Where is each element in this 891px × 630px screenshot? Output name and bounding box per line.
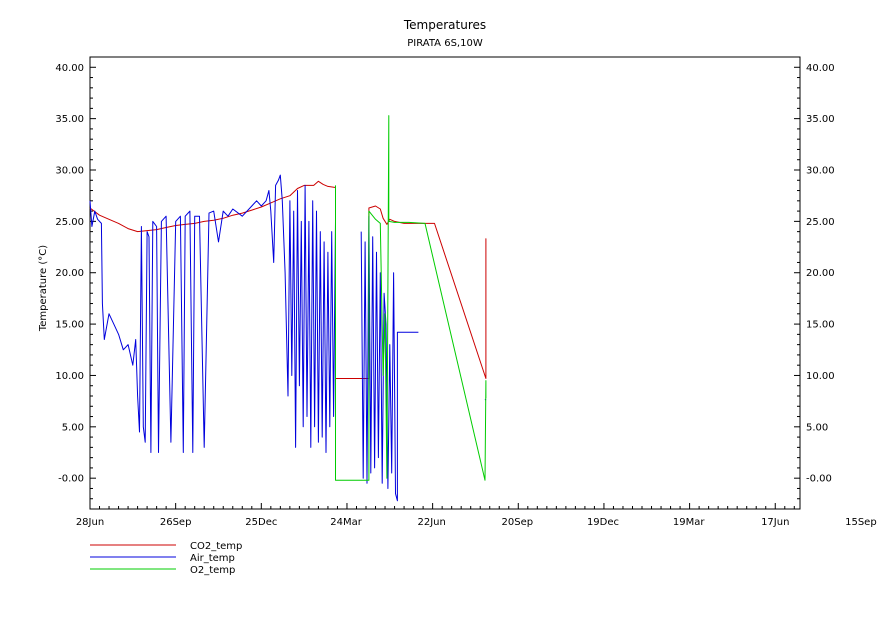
legend-label: Air_temp: [190, 553, 235, 564]
chart-title: Temperatures: [403, 18, 486, 32]
y-tick-label-left: 20.00: [55, 268, 84, 279]
y-tick-label-right: 15.00: [806, 320, 835, 331]
x-tick-label: 19Mar: [673, 517, 705, 528]
y-tick-label-right: -0.00: [806, 474, 832, 485]
y-tick-label-right: 25.00: [806, 217, 835, 228]
y-tick-label-left: 30.00: [55, 166, 84, 177]
legend-label: CO2_temp: [190, 541, 242, 552]
x-tick-label: 25Dec: [245, 517, 277, 528]
y-tick-label-left: 10.00: [55, 371, 84, 382]
y-tick-label-left: 25.00: [55, 217, 84, 228]
y-tick-label-right: 30.00: [806, 166, 835, 177]
y-axis-label: Temperature (°C): [38, 245, 49, 332]
y-axis-left: -0.00 5.00 10.00 15.00 20.00 25.00 30.00 35.00 4…: [55, 56, 96, 500]
y-tick-label-left: 5.00: [62, 422, 84, 433]
x-tick-label: 24Mar: [330, 517, 362, 528]
y-tick-label-right: 40.00: [806, 63, 835, 74]
series-line-air-temp: [89, 174, 487, 502]
x-tick-label: 19Dec: [587, 517, 619, 528]
y-tick-label-left: -0.00: [58, 474, 84, 485]
y-tick-label-right: 10.00: [806, 371, 835, 382]
y-tick-label-left: 35.00: [55, 114, 84, 125]
series-group: [89, 115, 487, 502]
x-tick-label: 26Sep: [160, 517, 192, 528]
y-tick-label-left: 40.00: [55, 63, 84, 74]
y-tick-label-right: 20.00: [806, 268, 835, 279]
plot-frame: [89, 56, 801, 510]
x-axis: 28Jun 26Sep 25Dec 24Mar 22Jun 20Sep 19Dec 19Mar…: [76, 503, 877, 528]
y-tick-label-left: 15.00: [55, 320, 84, 331]
x-tick-label: 28Jun: [76, 517, 104, 528]
series-line-co2-temp: [89, 180, 487, 379]
chart-subtitle: PIRATA 6S,10W: [407, 38, 483, 49]
x-tick-label: 20Sep: [502, 517, 534, 528]
legend-label: O2_temp: [190, 565, 235, 576]
series-line-o2-temp: [335, 115, 487, 481]
y-tick-label-right: 5.00: [806, 422, 828, 433]
x-tick-label: 15Sep: [845, 517, 877, 528]
y-tick-label-right: 35.00: [806, 114, 835, 125]
x-tick-label: 17Jun: [761, 517, 789, 528]
y-axis-right: -0.00 5.00 10.00 15.00 20.00 25.00 30.00 35.00 4…: [794, 56, 835, 500]
x-tick-label: 22Jun: [417, 517, 445, 528]
